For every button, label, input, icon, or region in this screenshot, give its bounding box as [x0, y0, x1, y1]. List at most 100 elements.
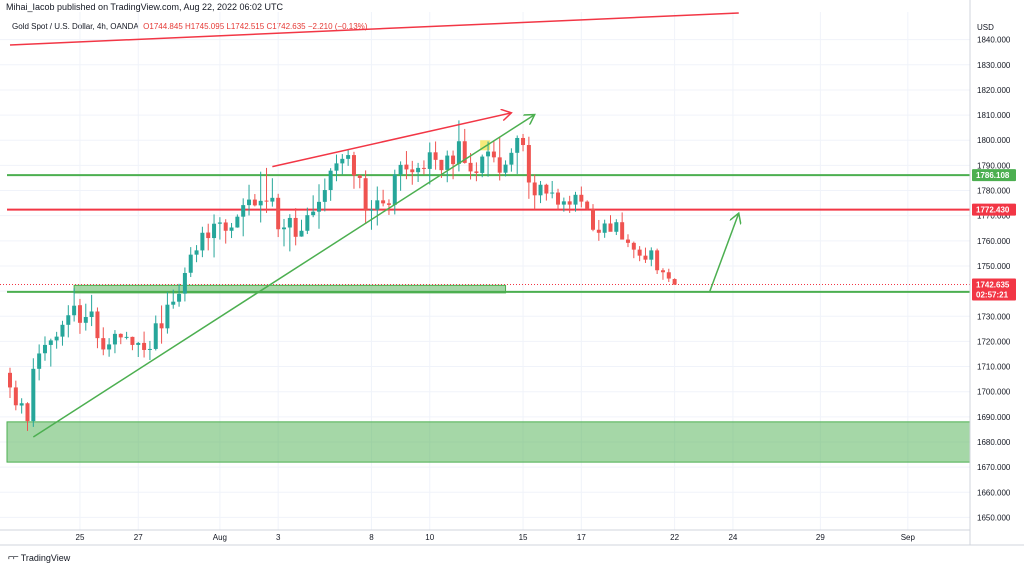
target-line-badge: [972, 203, 1016, 216]
rising-trendline: [32, 115, 534, 438]
candle: [468, 153, 473, 180]
candle-body: [264, 200, 269, 202]
y-tick-label: 1770.000: [977, 212, 1011, 221]
candle: [451, 150, 456, 180]
candle: [660, 268, 665, 280]
candle: [101, 327, 106, 356]
publisher-caption: Mihai_Iacob published on TradingView.com…: [6, 2, 284, 12]
candle: [270, 178, 275, 207]
x-tick-label: 27: [134, 533, 143, 542]
y-tick-label: 1790.000: [977, 161, 1011, 170]
candle-body: [159, 323, 164, 329]
candle-body: [107, 344, 112, 350]
candle-body: [206, 232, 211, 239]
candle: [579, 186, 584, 208]
candle-body: [451, 155, 456, 165]
symbol-legend: Gold Spot / U.S. Dollar, 4h, OANDA O1744…: [12, 22, 367, 31]
candle-body: [89, 311, 94, 318]
candle-body: [497, 157, 502, 173]
candle-body: [456, 141, 461, 164]
y-tick-label: 1760.000: [977, 237, 1011, 246]
candle: [672, 278, 677, 285]
candle: [194, 245, 199, 263]
y-tick-label: 1730.000: [977, 312, 1011, 321]
candle-body: [95, 311, 100, 339]
candle-body: [328, 170, 333, 191]
candle: [486, 141, 491, 177]
candle-body: [532, 182, 537, 196]
candle-body: [410, 169, 415, 173]
candle-body: [165, 304, 170, 329]
candle-body: [171, 301, 176, 305]
x-tick-label: 10: [425, 533, 434, 542]
candle-body: [386, 203, 391, 205]
candle-body: [573, 194, 578, 205]
candle: [614, 219, 619, 236]
candle: [25, 402, 30, 431]
candle: [165, 292, 170, 334]
upper-channel-line: [9, 12, 739, 46]
candle: [328, 168, 333, 201]
candle: [77, 298, 82, 334]
candle: [596, 219, 601, 241]
candle: [497, 136, 502, 181]
candle: [404, 151, 409, 180]
candle-body: [293, 217, 298, 237]
candle: [637, 246, 642, 262]
x-tick-label: 17: [577, 533, 586, 542]
candle-body: [66, 315, 71, 325]
last-price-label: 1742.635: [976, 280, 1010, 289]
y-tick-label: 1830.000: [977, 61, 1011, 70]
candle-body: [445, 155, 450, 170]
candle-body: [311, 211, 316, 216]
legend-high: H1745.095: [185, 22, 225, 31]
candle: [375, 186, 380, 226]
candle: [381, 189, 386, 207]
candle: [112, 330, 117, 354]
candle: [392, 169, 397, 215]
candle-body: [468, 162, 473, 172]
highlight-marker: [480, 140, 491, 151]
footer-brand-text: TradingView: [20, 552, 71, 563]
candle: [48, 338, 53, 367]
candles: [8, 120, 677, 431]
candle: [311, 195, 316, 218]
candle-body: [37, 353, 42, 369]
candle: [89, 294, 94, 327]
y-tick-label: 1650.000: [977, 513, 1011, 522]
candle: [276, 193, 281, 238]
candle-body: [124, 336, 129, 338]
candle: [229, 222, 234, 239]
last-price-badge: [972, 278, 1016, 301]
candle-body: [212, 223, 217, 239]
candle-body: [340, 158, 345, 164]
candle: [602, 219, 607, 238]
candle-body: [316, 201, 321, 212]
candle-body: [579, 194, 584, 202]
candle-body: [666, 272, 671, 279]
legend-close: C1742.635: [266, 22, 306, 31]
candle-body: [591, 208, 595, 230]
candle: [282, 218, 287, 247]
candle-body: [182, 273, 187, 294]
candle: [573, 191, 578, 212]
candle: [83, 303, 88, 331]
y-tick-label: 1700.000: [977, 388, 1011, 397]
y-tick-label: 1720.000: [977, 337, 1011, 346]
candle-body: [561, 201, 566, 205]
resistance-line-badge-label: 1786.108: [976, 171, 1010, 180]
candle: [247, 184, 252, 216]
candle-body: [282, 227, 287, 230]
candle: [386, 199, 391, 215]
candle-body: [625, 239, 630, 243]
candle-body: [31, 368, 36, 422]
candle: [561, 197, 566, 212]
candle-body: [544, 184, 549, 194]
candle: [235, 214, 240, 228]
candle-body: [351, 155, 356, 176]
candle-body: [375, 200, 380, 210]
candle-body: [346, 155, 351, 159]
candle: [620, 212, 625, 240]
candle-body: [491, 151, 496, 158]
